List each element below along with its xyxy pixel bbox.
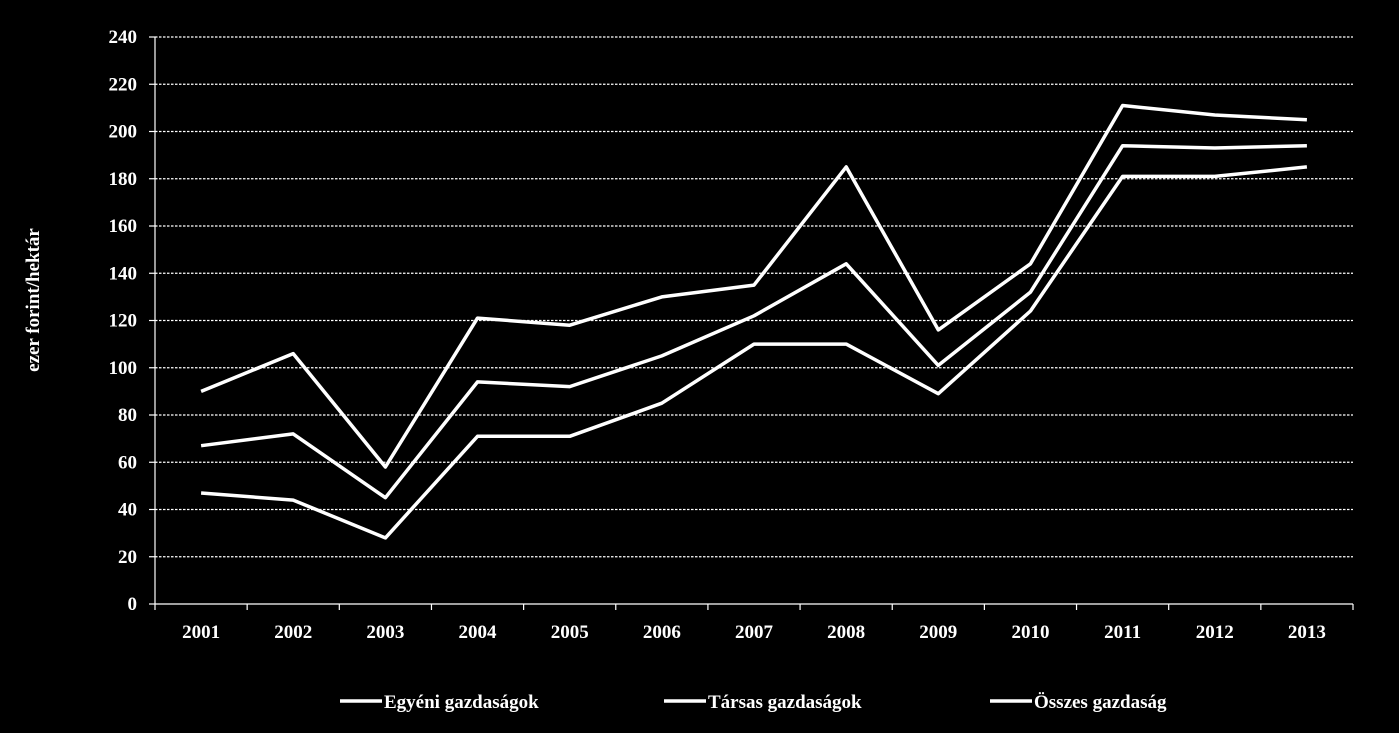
x-tick-label: 2003 [366, 622, 404, 643]
y-tick-label: 80 [118, 405, 137, 426]
legend-label: Társas gazdaságok [708, 692, 862, 713]
y-tick-label: 200 [109, 122, 138, 143]
axes [149, 36, 1354, 610]
y-tick-label: 120 [109, 311, 138, 332]
legend-label: Egyéni gazdaságok [384, 692, 539, 713]
y-tick-label: 180 [109, 169, 138, 190]
x-tick-label: 2009 [919, 622, 957, 643]
x-tick-label: 2012 [1196, 622, 1234, 643]
x-tick-label: 2008 [827, 622, 865, 643]
x-tick-label: 2007 [735, 622, 774, 643]
x-tick-label: 2013 [1288, 622, 1326, 643]
y-axis-label: ezer forint/hektár [23, 228, 44, 372]
y-tick-label: 160 [109, 216, 138, 237]
x-tick-label: 2010 [1011, 622, 1049, 643]
y-tick-label: 140 [109, 263, 138, 284]
series-lines [200, 103, 1308, 540]
x-tick-label: 2004 [459, 622, 498, 643]
x-tick-label: 2002 [274, 622, 312, 643]
gridlines [155, 36, 1353, 558]
legend-label: Összes gazdaság [1034, 692, 1167, 713]
x-tick-label: 2001 [182, 622, 220, 643]
series-line-2 [200, 103, 1307, 469]
y-tick-label: 20 [118, 547, 137, 568]
x-tick-label: 2005 [551, 622, 589, 643]
x-tick-labels: 2001 2002 2003 2004 2005 2006 2007 2008 2009 2010… [182, 622, 1326, 643]
y-tick-label: 40 [118, 500, 137, 521]
x-tick-label: 2011 [1104, 622, 1141, 643]
series-line-3 [200, 143, 1307, 500]
y-tick-label: 0 [128, 594, 138, 615]
series-line-1 [200, 165, 1308, 540]
y-tick-label: 60 [118, 452, 137, 473]
y-tick-label: 220 [109, 74, 138, 95]
y-tick-label: 100 [109, 358, 138, 379]
y-tick-labels: 0 20 40 60 80 100 120 140 160 180 200 220 240 [109, 27, 138, 615]
legend: Egyéni gazdaságok Társas gazdaságok Összes… [340, 692, 1167, 713]
y-tick-label: 240 [109, 27, 138, 48]
x-tick-label: 2006 [643, 622, 681, 643]
